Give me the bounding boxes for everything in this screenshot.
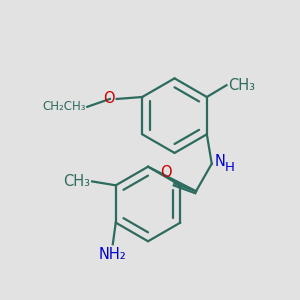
Text: O: O bbox=[103, 92, 115, 106]
Text: NH₂: NH₂ bbox=[99, 247, 127, 262]
Text: CH₂CH₃: CH₂CH₃ bbox=[43, 100, 86, 113]
Text: CH₃: CH₃ bbox=[228, 78, 255, 93]
Text: O: O bbox=[160, 165, 172, 180]
Text: N: N bbox=[215, 154, 226, 169]
Text: CH₃: CH₃ bbox=[63, 174, 90, 189]
Text: H: H bbox=[224, 161, 234, 174]
